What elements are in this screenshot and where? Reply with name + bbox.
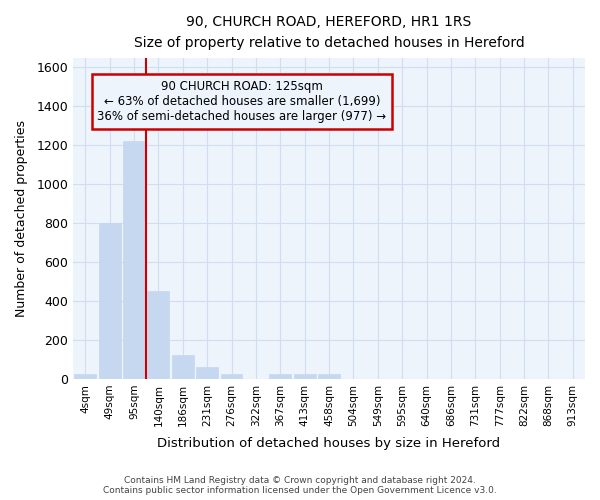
Y-axis label: Number of detached properties: Number of detached properties xyxy=(15,120,28,317)
Bar xyxy=(98,223,121,379)
Bar xyxy=(123,142,145,379)
Bar xyxy=(148,292,169,379)
Bar xyxy=(74,374,96,379)
Bar xyxy=(172,354,194,379)
Text: Contains HM Land Registry data © Crown copyright and database right 2024.
Contai: Contains HM Land Registry data © Crown c… xyxy=(103,476,497,495)
Bar xyxy=(318,374,340,379)
Bar xyxy=(221,374,242,379)
Text: 90 CHURCH ROAD: 125sqm
← 63% of detached houses are smaller (1,699)
36% of semi-: 90 CHURCH ROAD: 125sqm ← 63% of detached… xyxy=(97,80,386,123)
Bar xyxy=(196,367,218,379)
Title: 90, CHURCH ROAD, HEREFORD, HR1 1RS
Size of property relative to detached houses : 90, CHURCH ROAD, HEREFORD, HR1 1RS Size … xyxy=(134,15,524,50)
X-axis label: Distribution of detached houses by size in Hereford: Distribution of detached houses by size … xyxy=(157,437,500,450)
Bar xyxy=(293,374,316,379)
Bar xyxy=(269,374,291,379)
